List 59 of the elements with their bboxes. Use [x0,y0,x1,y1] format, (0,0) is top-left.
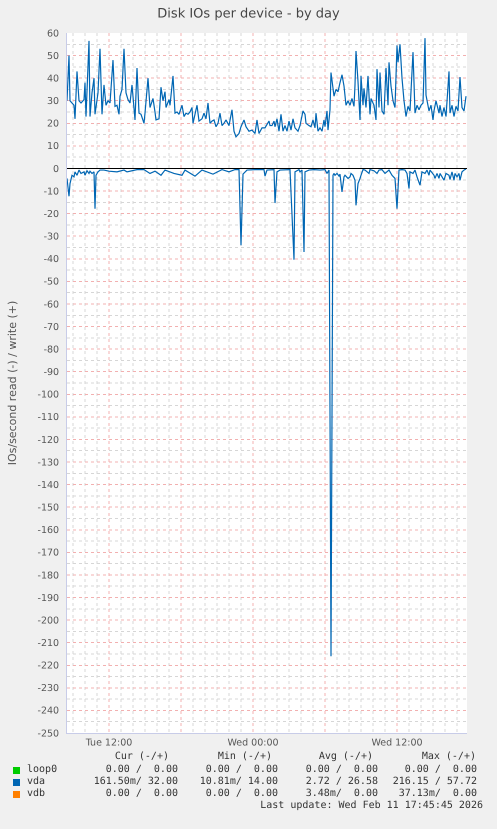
text: 216.15 / 57.72 [392,776,477,788]
y-tick-label: -80 [44,344,60,356]
y-tick-label: -40 [44,254,60,266]
y-tick-label: -30 [44,232,60,243]
y-tick-label: -120 [38,434,60,446]
y-tick-label: -180 [38,570,60,582]
y-tick-label: -110 [38,412,60,424]
y-tick-label: -220 [38,660,60,672]
text: 161.50m/ 32.00 [94,776,178,788]
text: Min (-/+) [218,751,272,763]
y-tick-label: -140 [38,480,60,491]
line-series [67,168,467,657]
text: 10.81m/ 14.00 [200,776,278,788]
y-tick-label: 40 [47,73,60,84]
legend-label: vdb [27,788,46,800]
y-tick-label: 0 [53,164,60,175]
x-tick-label: Wed 12:00 [371,737,423,748]
y-tick-label: -150 [38,502,60,514]
y-tick-label: -70 [44,322,60,333]
y-tick-label: -170 [38,548,60,559]
text: 0.00 / 0.00 [306,764,378,776]
y-tick-label: -240 [38,706,60,717]
y-tick-label: 10 [47,141,60,152]
y-tick-label: 60 [47,28,60,40]
y-tick-label: 20 [47,118,60,130]
y-tick-label: -200 [38,615,60,626]
y-tick-label: -230 [38,683,60,694]
text: 0.00 / 0.00 [206,788,278,800]
text: Max (-/+) [422,751,476,763]
y-tick-label: -210 [38,638,60,650]
text: Cur (-/+) [114,751,169,763]
chart-title: Disk IOs per device - by day [157,6,340,22]
text: 2.72 / 26.58 [306,776,378,788]
text: 3.48m/ 0.00 [306,788,378,800]
legend-label: loop0 [27,764,58,776]
text: Last update: Wed Feb 11 17:45:45 2026 [260,800,483,812]
y-tick-label: -10 [44,186,60,198]
y-axis-title: IOs/second read (-) / write (+) [6,300,20,466]
x-tick-label: Wed 00:00 [227,737,279,748]
text: 0.00 / 0.00 [206,764,278,776]
y-tick-label: -250 [38,728,60,740]
y-tick-label: -50 [44,276,60,288]
y-tick-label: -100 [38,390,60,401]
y-tick-label: -60 [44,299,60,310]
y-tick-label: -160 [38,525,60,536]
y-tick-label: 30 [47,96,60,108]
y-tick-label: -20 [44,208,60,220]
y-tick-label: 50 [47,50,60,62]
legend-label: vda [27,776,46,788]
text: 0.00 / 0.00 [404,764,477,776]
text: Avg (-/+) [318,751,373,763]
y-tick-label: -190 [38,592,60,604]
y-tick-label: -90 [44,367,60,378]
y-tick-label: -130 [38,457,60,468]
text: 0.00 / 0.00 [106,788,178,800]
text: 0.00 / 0.00 [106,764,178,776]
line-series [67,38,467,138]
text: 37.13m/ 0.00 [398,788,477,800]
x-tick-label: Tue 12:00 [84,737,132,748]
